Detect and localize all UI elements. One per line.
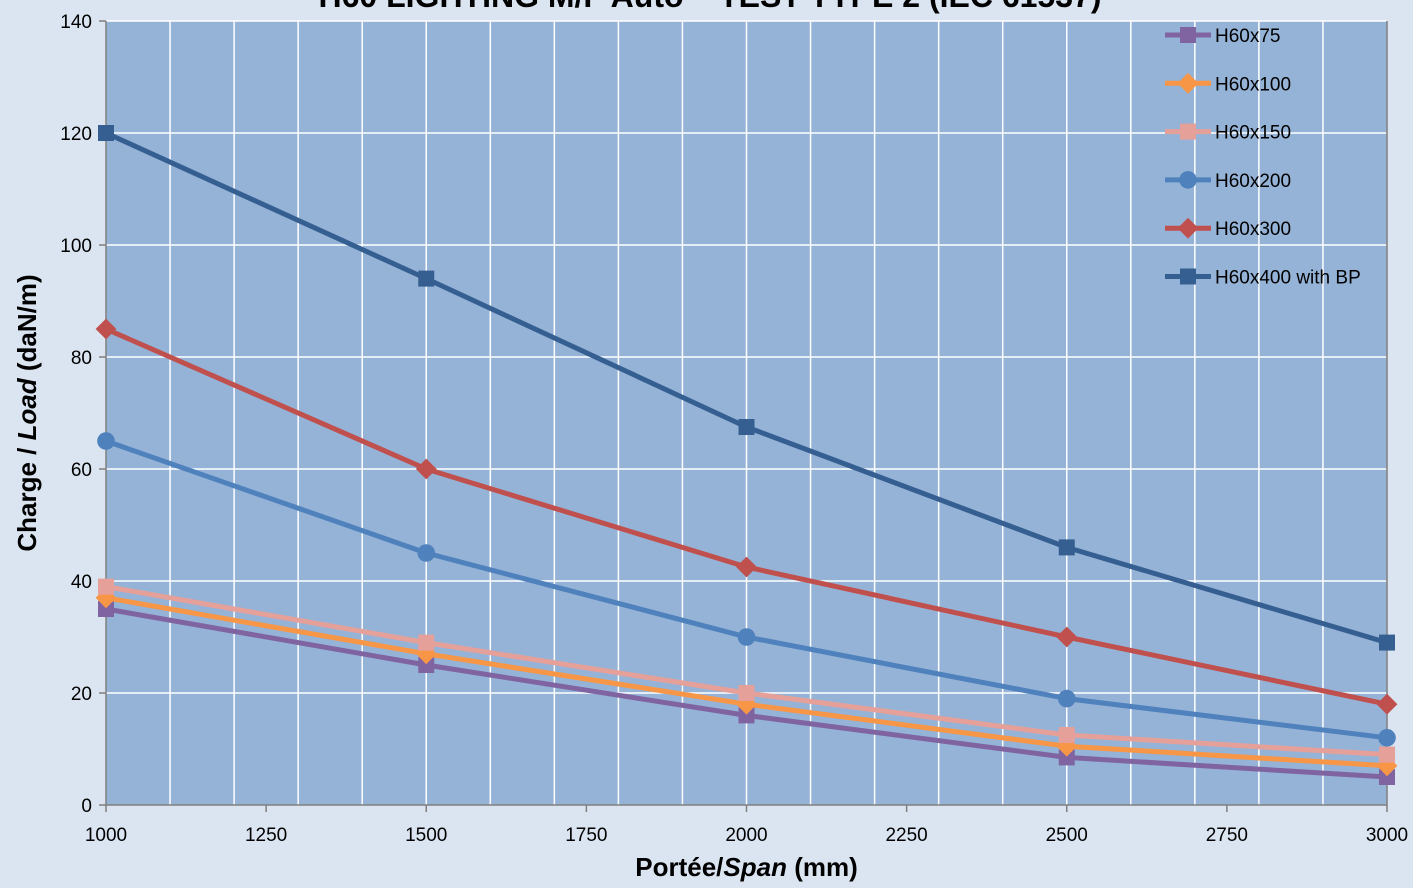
legend: H60x75 H60x100 H60x150 H60x200 H60x300 H60x40… xyxy=(1165,26,1361,289)
data-point-circle xyxy=(97,432,115,450)
legend-label: H60x300 xyxy=(1215,219,1291,240)
y-tick-label: 100 xyxy=(60,236,92,257)
x-axis-title-suffix: (mm) xyxy=(787,852,858,882)
data-point-diamond xyxy=(1177,72,1199,94)
data-point-diamond xyxy=(95,318,117,340)
y-tick-label: 20 xyxy=(71,684,92,705)
series-group xyxy=(97,432,1396,747)
data-point-square xyxy=(98,125,114,141)
legend-label: H60x150 xyxy=(1215,123,1291,144)
y-axis-title-italic: Load xyxy=(12,377,42,440)
y-axis-title: Charge / Load (daN/m) xyxy=(12,274,42,551)
legend-item: H60x400 with BP xyxy=(1165,268,1361,289)
y-tick-label: 120 xyxy=(60,124,92,145)
legend-item: H60x100 xyxy=(1165,72,1291,95)
data-point-square xyxy=(1379,746,1395,763)
data-point-square xyxy=(1058,539,1075,556)
data-point-square xyxy=(738,685,755,701)
data-point-circle xyxy=(1378,729,1396,747)
data-point-square xyxy=(1180,268,1196,285)
data-point-circle xyxy=(737,628,756,646)
data-point-diamond xyxy=(736,556,757,578)
data-point-diamond xyxy=(1056,626,1078,648)
y-axis-title-suffix: (daN/m) xyxy=(12,274,42,378)
x-tick-label: 1250 xyxy=(245,825,287,846)
series-group xyxy=(95,318,1398,715)
x-tick-label: 2000 xyxy=(725,825,767,846)
data-point-square xyxy=(1379,634,1395,651)
legend-item: H60x75 xyxy=(1165,26,1281,47)
y-tick-label: 0 xyxy=(81,796,92,817)
legend-item: H60x150 xyxy=(1165,123,1291,144)
data-point-square xyxy=(1379,769,1395,785)
legend-label: H60x200 xyxy=(1215,171,1291,192)
data-point-square xyxy=(1180,123,1196,140)
data-point-square xyxy=(1058,749,1075,766)
y-tick-label: 80 xyxy=(71,348,92,369)
data-point-square xyxy=(738,707,755,724)
x-tick-label: 2250 xyxy=(885,825,927,846)
legend-label: H60x75 xyxy=(1215,26,1281,47)
grid-lines xyxy=(106,20,1388,805)
data-point-diamond xyxy=(415,458,437,480)
chart-title: H60 LIGHTING M/F Auto – TEST TYPE 2 (IEC… xyxy=(319,0,1102,14)
series-group xyxy=(98,601,1395,785)
series-group xyxy=(98,125,1395,651)
x-tick-label: 2500 xyxy=(1046,825,1088,846)
data-point-circle xyxy=(1057,689,1076,708)
data-point-diamond xyxy=(1376,693,1398,715)
y-axis-title-prefix: Charge / xyxy=(12,440,42,551)
legend-label: H60x400 with BP xyxy=(1215,268,1361,289)
data-point-diamond xyxy=(1177,217,1199,239)
x-axis-title: Portée/Span (mm) xyxy=(635,852,858,882)
data-point-square xyxy=(738,419,755,435)
legend-item: H60x200 xyxy=(1165,171,1291,192)
legend-label: H60x100 xyxy=(1215,74,1291,95)
x-axis-title-prefix: Portée/ xyxy=(635,852,723,882)
data-point-circle xyxy=(417,544,436,562)
series-layer xyxy=(95,125,1398,785)
y-tick-label: 40 xyxy=(71,572,92,593)
data-point-square xyxy=(418,657,435,673)
data-point-square xyxy=(98,601,114,617)
data-point-square xyxy=(1180,27,1196,43)
data-point-square xyxy=(98,578,114,595)
legend-item: H60x300 xyxy=(1165,217,1291,240)
data-point-circle xyxy=(1179,171,1197,189)
y-tick-label: 140 xyxy=(60,12,92,33)
axes: 0 20 40 60 80 100 120 140 1000 1250 1500 1750 2000 22… xyxy=(60,12,1408,846)
y-tick-label: 60 xyxy=(71,460,92,481)
x-tick-label: 1750 xyxy=(565,825,607,846)
x-tick-label: 1000 xyxy=(85,825,127,846)
x-tick-label: 3000 xyxy=(1366,825,1408,846)
x-tick-label: 1500 xyxy=(405,825,447,846)
data-point-square xyxy=(418,270,435,287)
x-tick-label: 2750 xyxy=(1206,825,1248,846)
data-point-square xyxy=(418,634,435,651)
data-point-square xyxy=(1058,727,1075,743)
series-group xyxy=(98,578,1395,763)
x-axis-title-italic: Span xyxy=(723,852,787,882)
